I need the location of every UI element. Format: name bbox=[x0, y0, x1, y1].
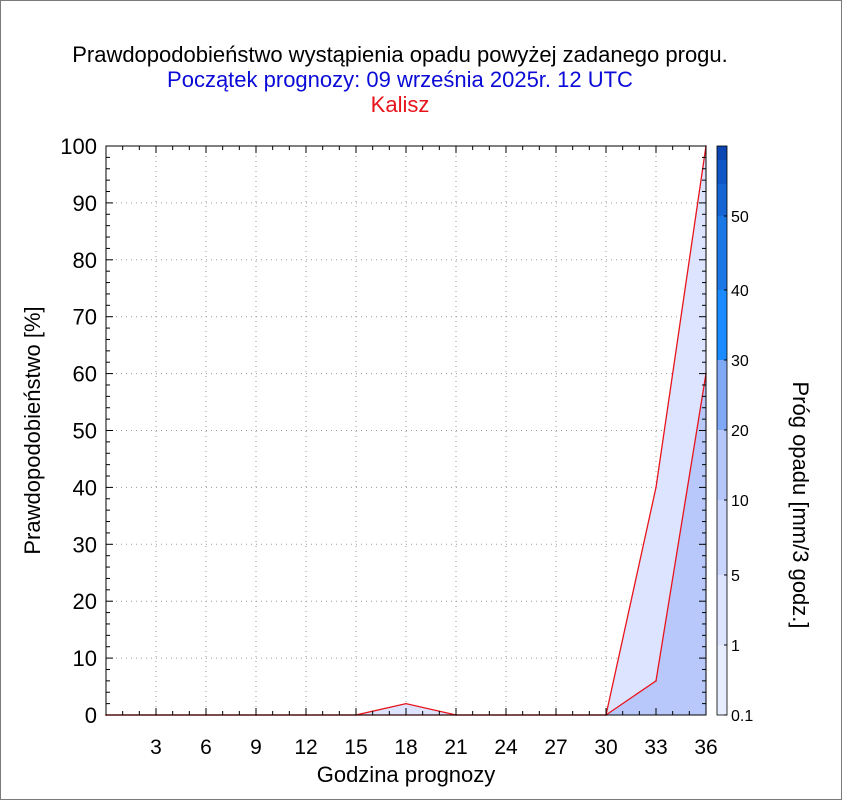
colorbar-segment bbox=[717, 430, 727, 500]
colorbar-segment bbox=[717, 146, 727, 160]
colorbar-tick-label: 50 bbox=[731, 209, 749, 226]
y-tick-labels: 0 10 20 30 40 50 60 70 80 90 100 bbox=[60, 134, 97, 728]
x-tick-label: 33 bbox=[644, 736, 667, 759]
x-axis-label: Godzina prognozy bbox=[317, 762, 496, 787]
x-tick-label: 15 bbox=[344, 736, 367, 759]
data-point bbox=[655, 486, 657, 489]
y-tick-label: 10 bbox=[73, 646, 97, 671]
y-tick-label: 30 bbox=[73, 532, 97, 557]
x-tick-labels: 3 6 9 12 15 18 21 24 27 30 33 36 bbox=[150, 736, 718, 759]
colorbar-tick-label: 1 bbox=[731, 638, 740, 655]
x-tick-label: 21 bbox=[444, 736, 467, 759]
colorbar-tick-label: 40 bbox=[731, 283, 749, 300]
probability-areas bbox=[106, 146, 706, 715]
grid-lines bbox=[106, 146, 706, 715]
y-tick-label: 90 bbox=[73, 191, 97, 216]
area-series-0 bbox=[106, 146, 706, 715]
colorbar-segment bbox=[717, 575, 727, 645]
y-tick-label: 100 bbox=[60, 134, 97, 159]
colorbar-segment bbox=[717, 216, 727, 290]
colorbar-tick-label: 5 bbox=[731, 568, 740, 585]
x-tick-label: 3 bbox=[150, 736, 162, 759]
x-tick-label: 24 bbox=[494, 736, 518, 759]
y-tick-label: 80 bbox=[73, 248, 97, 273]
data-point bbox=[405, 702, 407, 705]
colorbar-tick-label: 30 bbox=[731, 353, 749, 370]
x-tick-label: 12 bbox=[294, 736, 317, 759]
colorbar-label: Próg opadu [mm/3 godz.] bbox=[788, 381, 813, 628]
colorbar-segment bbox=[717, 645, 727, 715]
colorbar-tick-labels: 0.1 1 5 10 20 30 40 50 bbox=[724, 209, 753, 725]
y-tick-label: 20 bbox=[73, 589, 97, 614]
colorbar-segment bbox=[717, 184, 727, 216]
axis-ticks bbox=[106, 146, 706, 715]
x-tick-label: 6 bbox=[200, 736, 212, 759]
colorbar-segment bbox=[717, 360, 727, 430]
threshold-colorbar bbox=[716, 145, 728, 716]
colorbar-segment bbox=[717, 500, 727, 575]
colorbar-tick-label: 0.1 bbox=[731, 708, 753, 725]
y-tick-label: 70 bbox=[73, 305, 97, 330]
chart-title: Prawdopodobieństwo wystąpienia opadu pow… bbox=[72, 42, 728, 67]
colorbar-segment bbox=[717, 290, 727, 360]
chart-location: Kalisz bbox=[370, 92, 430, 117]
colorbar-tick-label: 10 bbox=[731, 493, 749, 510]
x-tick-label: 36 bbox=[694, 736, 717, 759]
x-tick-label: 9 bbox=[250, 736, 262, 759]
x-tick-label: 27 bbox=[544, 736, 567, 759]
colorbar-segment bbox=[717, 160, 727, 184]
y-tick-label: 0 bbox=[85, 703, 97, 728]
colorbar-tick-label: 20 bbox=[731, 423, 749, 440]
data-point bbox=[655, 680, 657, 682]
y-tick-label: 50 bbox=[73, 419, 97, 444]
chart-subtitle: Początek prognozy: 09 września 2025r. 12… bbox=[167, 67, 633, 92]
x-tick-label: 30 bbox=[594, 736, 617, 759]
y-tick-label: 40 bbox=[73, 475, 97, 500]
y-tick-label: 60 bbox=[73, 362, 97, 387]
x-tick-label: 18 bbox=[394, 736, 417, 759]
y-axis-label: Prawdopodobieństwo [%] bbox=[20, 306, 45, 554]
